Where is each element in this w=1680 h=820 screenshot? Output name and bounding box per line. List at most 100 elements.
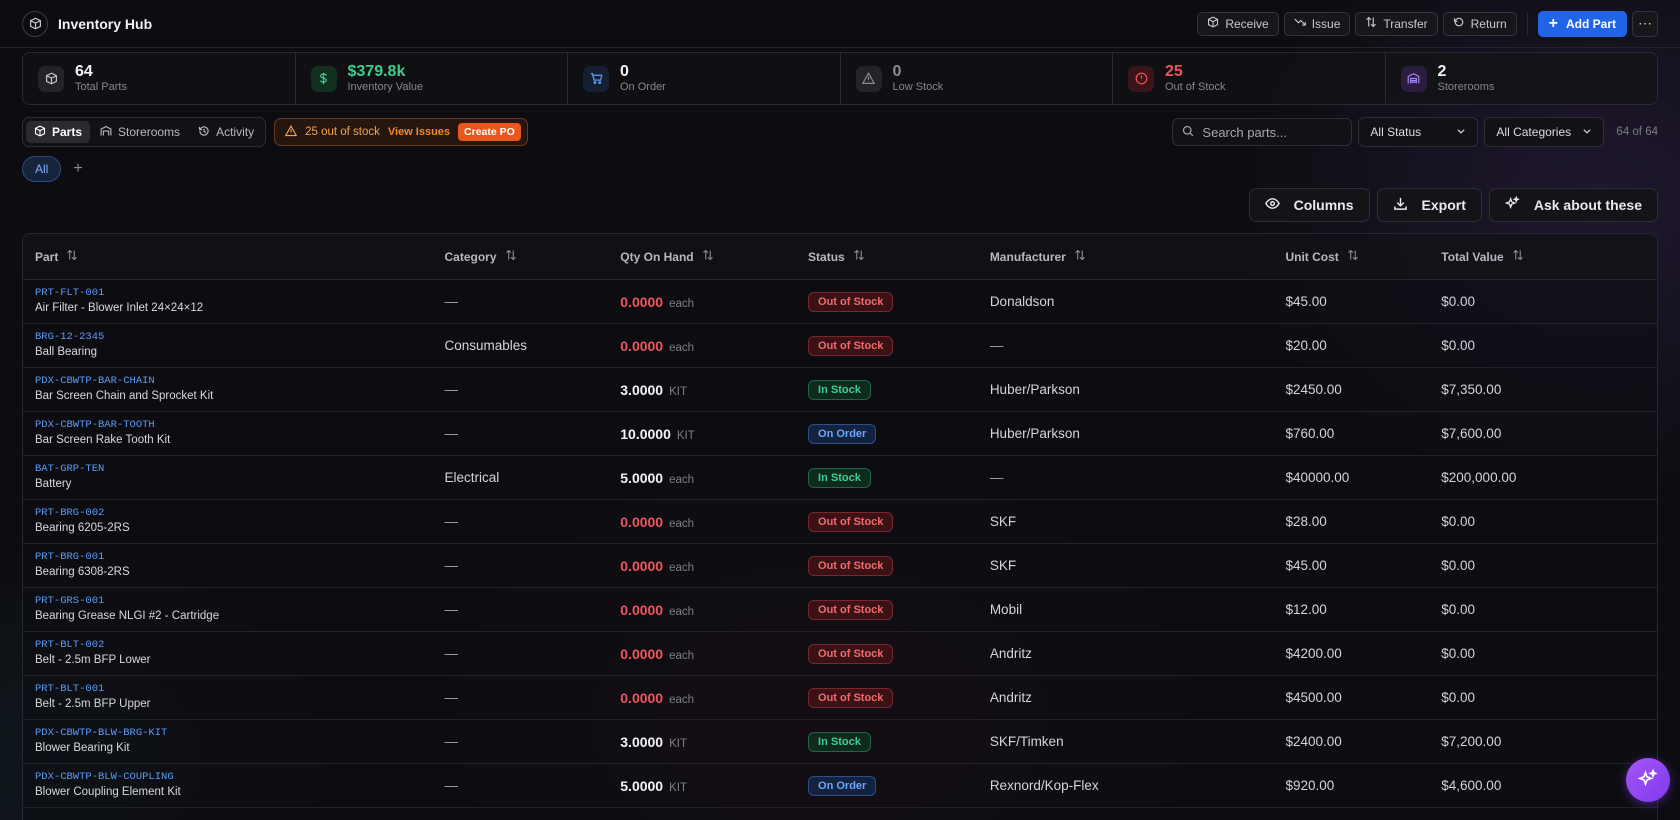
- part-code[interactable]: PRT-GRS-001: [35, 595, 105, 607]
- qty-cell: 3.0000 KIT: [608, 734, 796, 750]
- status-badge: In Stock: [808, 731, 871, 752]
- table-row[interactable]: PRT-FLT-001 Air Filter - Blower Inlet 24×…: [23, 280, 1657, 324]
- column-header-total-value[interactable]: Total Value: [1429, 249, 1657, 264]
- search-icon: [1182, 125, 1194, 140]
- column-label: Part: [35, 249, 59, 264]
- status-filter-select[interactable]: All Status: [1358, 117, 1479, 147]
- issue-button[interactable]: Issue: [1283, 11, 1351, 36]
- transfer-icon: [1365, 16, 1377, 31]
- part-code[interactable]: PRT-BRG-001: [35, 551, 105, 563]
- stat-total-parts: 64 Total Parts: [23, 53, 296, 104]
- ai-assistant-button[interactable]: [1626, 758, 1670, 802]
- category-filter-value: All Categories: [1496, 125, 1572, 139]
- table-row[interactable]: BAT-GRP-TEN Battery Electrical 5.0000 each In…: [23, 456, 1657, 500]
- table-row[interactable]: PRT-BLT-001 Belt - 2.5m BFP Upper — 0.0000 e…: [23, 676, 1657, 720]
- add-view-icon[interactable]: +: [73, 160, 83, 177]
- return-icon: [1453, 16, 1465, 31]
- status-cell: Out of Stock: [796, 643, 978, 664]
- part-code[interactable]: BAT-GRP-TEN: [35, 463, 105, 475]
- part-cell: PRT-GRS-001 Bearing Grease NLGI #2 - Cart…: [23, 595, 432, 624]
- part-code[interactable]: PRT-BLT-001: [35, 683, 105, 695]
- export-button[interactable]: Export: [1376, 188, 1482, 222]
- add-part-button[interactable]: + Add Part: [1537, 10, 1627, 37]
- view-chip-all[interactable]: All: [22, 156, 62, 182]
- category-cell: —: [444, 514, 458, 529]
- tab-parts[interactable]: Parts: [26, 121, 91, 143]
- return-button[interactable]: Return: [1442, 11, 1517, 36]
- trend-down-icon: [1294, 16, 1306, 31]
- table-row[interactable]: PDX-CBWTP-BLW-COUPLING Blower Coupling El…: [23, 764, 1657, 808]
- create-po-button[interactable]: Create PO: [458, 123, 521, 141]
- table-row[interactable]: BRG-12-2345 Ball Bearing Consumables 0.0000…: [23, 324, 1657, 368]
- table-row[interactable]: PDX-CBWTP-BAR-TOOTH Bar Screen Rake Tooth…: [23, 412, 1657, 456]
- qty-unit: KIT: [669, 781, 687, 794]
- part-code[interactable]: BRG-12-2345: [35, 331, 105, 343]
- column-label: Total Value: [1441, 249, 1504, 264]
- part-code[interactable]: PRT-FLT-001: [35, 287, 105, 299]
- part-code[interactable]: PDX-CBWTP-BLW-COUPLING: [35, 771, 174, 783]
- table-row[interactable]: PRT-BLT-002 Belt - 2.5m BFP Lower — 0.0000 e…: [23, 632, 1657, 676]
- table-row[interactable]: PRT-GRS-001 Bearing Grease NLGI #2 - Cart…: [23, 588, 1657, 632]
- box-icon: [1207, 16, 1219, 31]
- qty-value: 0.0000: [620, 557, 664, 574]
- column-header-category[interactable]: Category: [432, 249, 608, 264]
- part-cell: PRT-BLT-002 Belt - 2.5m BFP Lower: [23, 639, 432, 668]
- status-cell: In Stock: [796, 379, 978, 400]
- cart-icon: [583, 65, 609, 92]
- column-header-part[interactable]: Part: [23, 249, 432, 264]
- part-cell: PDX-CBWTP-BLW-COUPLING Blower Coupling El…: [23, 771, 432, 800]
- column-header-qty-on-hand[interactable]: Qty On Hand: [608, 249, 796, 264]
- qty-cell: 5.0000 each: [608, 470, 796, 486]
- columns-button[interactable]: Columns: [1248, 188, 1370, 222]
- qty-value: 3.0000: [620, 733, 664, 750]
- table-row[interactable]: PDX-CBWTP-BAR-CHAIN Bar Screen Chain and …: [23, 368, 1657, 412]
- manufacturer-cell: SKF: [989, 514, 1017, 529]
- category-filter-select[interactable]: All Categories: [1484, 117, 1605, 147]
- part-code[interactable]: PRT-BRG-002: [35, 507, 105, 519]
- part-code[interactable]: PDX-CBWTP-BAR-CHAIN: [35, 375, 155, 387]
- parts-table: Part Category Qty On Hand Status Manufacture…: [22, 233, 1658, 820]
- box-icon: [22, 10, 48, 37]
- more-options-button[interactable]: ⋯: [1632, 10, 1658, 37]
- search-input[interactable]: Search parts...: [1172, 118, 1353, 146]
- total-value-cell: $0.00: [1441, 690, 1476, 705]
- part-name: Bearing 6308-2RS: [35, 566, 130, 578]
- column-label: Unit Cost: [1285, 249, 1339, 264]
- view-issues-link[interactable]: View Issues: [387, 126, 451, 138]
- table-row[interactable]: PDX-CBWTP-BLW-BRG-KIT Blower Bearing Kit —…: [23, 720, 1657, 764]
- column-header-status[interactable]: Status: [796, 249, 978, 264]
- status-badge: Out of Stock: [808, 335, 894, 356]
- part-cell: PRT-FLT-001 Air Filter - Blower Inlet 24×…: [23, 287, 432, 316]
- column-header-manufacturer[interactable]: Manufacturer: [978, 249, 1274, 264]
- manufacturer-cell: —: [989, 338, 1004, 353]
- category-cell: Electrical: [444, 470, 500, 485]
- stat-value: 25: [1165, 63, 1183, 80]
- sort-icon: [1074, 249, 1086, 264]
- transfer-button[interactable]: Transfer: [1355, 11, 1438, 36]
- manufacturer-cell: Rexnord/Kop-Flex: [989, 778, 1099, 793]
- status-badge: Out of Stock: [808, 291, 894, 312]
- part-code[interactable]: PDX-CBWTP-BAR-TOOTH: [35, 419, 155, 431]
- table-row[interactable]: PRT-BRG-001 Bearing 6308-2RS — 0.0000 each Ou…: [23, 544, 1657, 588]
- total-value-cell: $7,350.00: [1441, 382, 1502, 397]
- part-name: Bearing Grease NLGI #2 - Cartridge: [35, 610, 220, 622]
- stat-text: 64 Total Parts: [75, 63, 127, 94]
- status-cell: In Stock: [796, 731, 978, 752]
- part-name: Blower Bearing Kit: [35, 742, 130, 754]
- category-cell: —: [444, 426, 458, 441]
- qty-unit: each: [669, 297, 695, 310]
- receive-button[interactable]: Receive: [1197, 11, 1279, 36]
- part-code[interactable]: PDX-CBWTP-BLW-BRG-KIT: [35, 727, 168, 739]
- part-code[interactable]: PRT-BLT-002: [35, 639, 105, 651]
- tab-storerooms[interactable]: Storerooms: [92, 121, 188, 143]
- ask-ai-button[interactable]: Ask about these: [1488, 188, 1658, 222]
- stats-bar: 64 Total Parts $379.8k Inventory Value 0 On O…: [22, 52, 1658, 105]
- transfer-label: Transfer: [1383, 16, 1428, 31]
- stat-text: 2 Storerooms: [1438, 63, 1495, 94]
- stat-label: Storerooms: [1437, 81, 1495, 93]
- qty-value: 0.0000: [620, 601, 664, 618]
- result-count: 64 of 64: [1616, 126, 1658, 138]
- column-header-unit-cost[interactable]: Unit Cost: [1273, 249, 1429, 264]
- tab-activity[interactable]: Activity: [190, 121, 262, 143]
- table-row[interactable]: PRT-BRG-002 Bearing 6205-2RS — 0.0000 each Ou…: [23, 500, 1657, 544]
